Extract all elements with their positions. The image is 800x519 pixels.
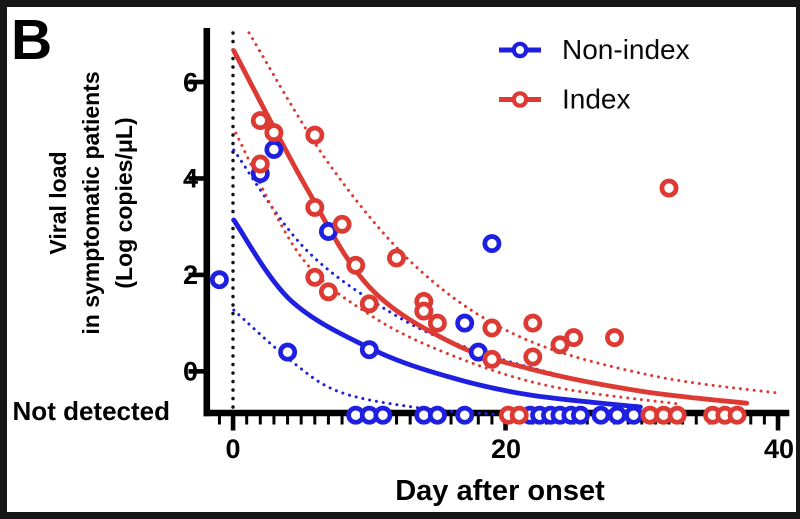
panel-label: B bbox=[11, 8, 52, 72]
ci-lower-index bbox=[234, 131, 682, 406]
legend-item-index: Index bbox=[499, 84, 631, 115]
legend-label-index: Index bbox=[562, 84, 631, 115]
data-point-non_index bbox=[318, 222, 338, 241]
x-tick-label-0: 0 bbox=[225, 434, 240, 464]
y-axis-ticks bbox=[188, 79, 204, 374]
chart-svg: B Viral load in symptomatic patients (Lo… bbox=[11, 8, 794, 507]
data-point-index bbox=[523, 313, 543, 333]
legend-marker-circle-index bbox=[511, 91, 529, 108]
x-axis-tick-labels: 0 20 40 bbox=[225, 434, 794, 464]
nd-point-non_index bbox=[591, 405, 611, 425]
data-point-index bbox=[482, 349, 502, 369]
x-tick-label-20: 20 bbox=[491, 434, 521, 464]
data-point-index bbox=[482, 318, 502, 338]
nd-point-index bbox=[509, 405, 529, 425]
data-point-index bbox=[414, 301, 434, 321]
x-tick-label-40: 40 bbox=[764, 434, 794, 464]
data-point-index bbox=[346, 255, 366, 275]
nd-point-non_index bbox=[373, 405, 393, 425]
data-point-non_index bbox=[455, 313, 475, 333]
y-tick-label-4: 4 bbox=[183, 164, 198, 194]
nd-point-index bbox=[667, 405, 687, 425]
y-axis-title-line1: Viral load bbox=[45, 151, 71, 254]
y-axis-title-line3: (Log copies/μL) bbox=[111, 117, 137, 288]
data-point-index bbox=[427, 313, 447, 333]
legend-label-non-index: Non-index bbox=[562, 34, 690, 65]
data-point-non_index bbox=[209, 270, 229, 290]
y-tick-label-2: 2 bbox=[183, 260, 198, 290]
data-point-index bbox=[264, 123, 284, 143]
data-point-index bbox=[332, 214, 352, 234]
data-point-index bbox=[250, 111, 270, 131]
y-axis-tick-labels: 6 4 2 0 bbox=[183, 68, 198, 387]
x-axis-title: Day after onset bbox=[395, 475, 605, 507]
y-tick-label-6: 6 bbox=[183, 68, 198, 98]
legend: Non-index Index bbox=[499, 34, 690, 115]
data-point-index bbox=[564, 328, 584, 348]
ci-lower-non_index bbox=[232, 308, 497, 416]
y-axis-title: Viral load in symptomatic patients (Log … bbox=[45, 71, 137, 334]
data-point-index bbox=[305, 267, 325, 287]
legend-item-non-index: Non-index bbox=[499, 34, 690, 65]
legend-marker-circle-non-index bbox=[511, 41, 529, 59]
data-point-non_index bbox=[278, 342, 298, 362]
data-point-non_index bbox=[468, 342, 488, 362]
nd-point-non_index bbox=[427, 405, 447, 425]
nd-point-index bbox=[727, 405, 747, 425]
data-point-index bbox=[359, 294, 379, 314]
data-point-index bbox=[387, 248, 406, 268]
nd-point-non_index bbox=[607, 405, 627, 425]
fit-curve-index bbox=[231, 48, 750, 406]
ci-upper-index bbox=[247, 31, 780, 395]
nd-point-non_index bbox=[571, 405, 590, 425]
data-point-index bbox=[305, 197, 325, 217]
data-point-index bbox=[250, 154, 270, 174]
y-axis-title-line2: in symptomatic patients bbox=[78, 71, 104, 334]
data-point-non_index bbox=[359, 340, 379, 360]
data-point-index bbox=[305, 125, 325, 145]
data-point-index bbox=[605, 328, 624, 348]
not-detected-label: Not detected bbox=[13, 396, 170, 426]
fit-curves bbox=[231, 31, 780, 416]
data-point-index bbox=[318, 282, 338, 302]
data-point-index bbox=[523, 347, 543, 367]
nd-point-non_index bbox=[624, 405, 644, 425]
data-point-index bbox=[659, 178, 679, 198]
nd-point-non_index bbox=[455, 405, 475, 425]
scatter-points bbox=[209, 111, 747, 425]
y-tick-label-0: 0 bbox=[183, 357, 198, 387]
data-point-index bbox=[550, 335, 570, 355]
data-point-non_index bbox=[264, 140, 284, 159]
data-point-non_index bbox=[482, 234, 502, 254]
fit-curve-non_index bbox=[231, 217, 643, 410]
plot-frame bbox=[203, 28, 790, 417]
